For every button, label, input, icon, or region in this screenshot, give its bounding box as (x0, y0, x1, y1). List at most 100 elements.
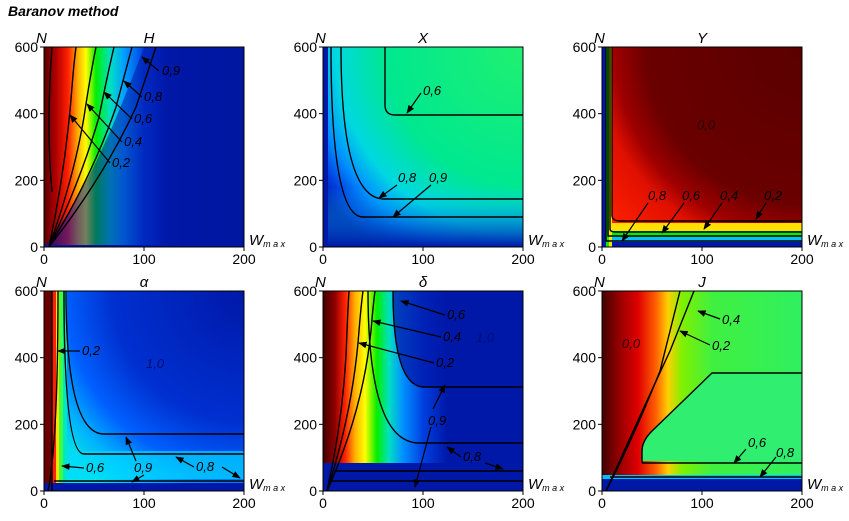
contour-label: 1,0 (146, 356, 165, 371)
annotation-arrow (69, 114, 111, 164)
contour-label: 0,4 (722, 312, 740, 327)
heatmap-region (642, 373, 802, 463)
x-tick-label: 100 (132, 251, 156, 267)
contour-line (48, 46, 77, 248)
x-axis-label: Wm a x (807, 476, 844, 493)
heatmap-band (602, 479, 802, 491)
contour-line (330, 46, 523, 218)
x-tick-label: 0 (319, 251, 327, 267)
x-tick-label: 200 (232, 495, 256, 511)
y-tick-label: 400 (15, 106, 39, 122)
annotation-arrow (221, 466, 241, 479)
y-tick-label: 200 (573, 172, 597, 188)
figure-title: Baranov method (8, 3, 119, 19)
contour-line (384, 47, 523, 116)
contour-line (48, 46, 157, 248)
heatmap-band (63, 291, 67, 491)
contour-label: 0,8 (776, 445, 795, 460)
contour-line (605, 290, 681, 492)
y-tick-label: 200 (15, 416, 39, 432)
panel-title: H (144, 30, 155, 47)
x-axis-label: Wm a x (528, 232, 565, 249)
y-tick-label: 200 (15, 172, 39, 188)
contour-line (48, 46, 115, 248)
contour-label: 0,6 (748, 435, 767, 450)
y-tick-label: 0 (30, 239, 38, 255)
x-axis-label: Wm a x (249, 476, 286, 493)
y-tick-label: 0 (30, 483, 38, 499)
y-tick-label: 0 (588, 239, 596, 255)
contour-line (392, 290, 523, 388)
x-tick-label: 100 (411, 495, 435, 511)
contour-label: 0,8 (648, 188, 667, 203)
y-tick-label: 200 (294, 172, 318, 188)
annotation-arrow (661, 202, 685, 234)
x-tick-label: 0 (319, 495, 327, 511)
annotation-arrow (378, 184, 398, 199)
heatmap-band (56, 291, 59, 491)
y-axis-label: N (36, 30, 47, 47)
annotation-arrow (61, 463, 85, 471)
heatmap-band (602, 242, 802, 247)
annotation-arrow (759, 456, 777, 478)
annotation-arrow (484, 462, 504, 470)
panel-title: X (417, 30, 429, 47)
heatmap-band (59, 291, 63, 491)
contour-line (605, 290, 695, 492)
contour-line (65, 290, 244, 435)
contour-label: 0,2 (436, 355, 455, 370)
heatmap-band (44, 291, 52, 491)
contour-line (326, 290, 376, 492)
contour-line (340, 46, 523, 200)
contour-line (611, 47, 802, 222)
annotation-arrow (175, 456, 195, 468)
annotation-arrow (141, 56, 160, 72)
heatmap-region (44, 47, 244, 247)
heatmap-band (52, 291, 56, 491)
y-tick-label: 600 (573, 283, 597, 299)
annotation-arrow (697, 310, 721, 320)
contour-line (63, 290, 244, 455)
annotation-arrow (125, 436, 137, 462)
contour-label: 0,4 (443, 329, 461, 344)
contour-line (47, 290, 59, 492)
heatmap-band (323, 47, 328, 247)
annotation-arrow (392, 184, 432, 218)
y-tick-label: 200 (573, 416, 597, 432)
y-tick-label: 400 (573, 106, 597, 122)
heatmap-band (323, 463, 523, 491)
x-tick-label: 200 (232, 251, 256, 267)
contour-label: 0,9 (428, 413, 446, 428)
x-tick-label: 200 (790, 251, 814, 267)
heatmap-band (602, 231, 802, 237)
panel-title: α (140, 274, 149, 291)
contour-label: 0,8 (144, 89, 163, 104)
contour-line (609, 47, 802, 233)
annotation-arrow (413, 426, 432, 488)
x-tick-label: 200 (511, 495, 535, 511)
contour-label: 0,6 (423, 83, 442, 98)
y-tick-label: 600 (15, 283, 39, 299)
contour-label: 0,2 (82, 343, 101, 358)
contour-label: 0,0 (622, 336, 641, 351)
x-tick-label: 100 (690, 495, 714, 511)
annotation-arrow (372, 319, 442, 338)
x-tick-label: 100 (132, 495, 156, 511)
annotation-arrow (123, 80, 143, 98)
panel-title: Y (697, 30, 708, 47)
contour-label: 0,9 (429, 170, 447, 185)
contour-label: 0,0 (697, 117, 716, 132)
contour-label: 0,4 (720, 188, 738, 203)
annotation-arrow (733, 448, 747, 464)
contour-line (326, 290, 350, 492)
y-axis-label: N (315, 274, 326, 291)
annotation-arrow (131, 474, 145, 483)
y-tick-label: 600 (15, 39, 39, 55)
contour-label: 0,9 (134, 460, 152, 475)
y-tick-label: 400 (294, 350, 318, 366)
y-tick-label: 600 (294, 39, 318, 55)
